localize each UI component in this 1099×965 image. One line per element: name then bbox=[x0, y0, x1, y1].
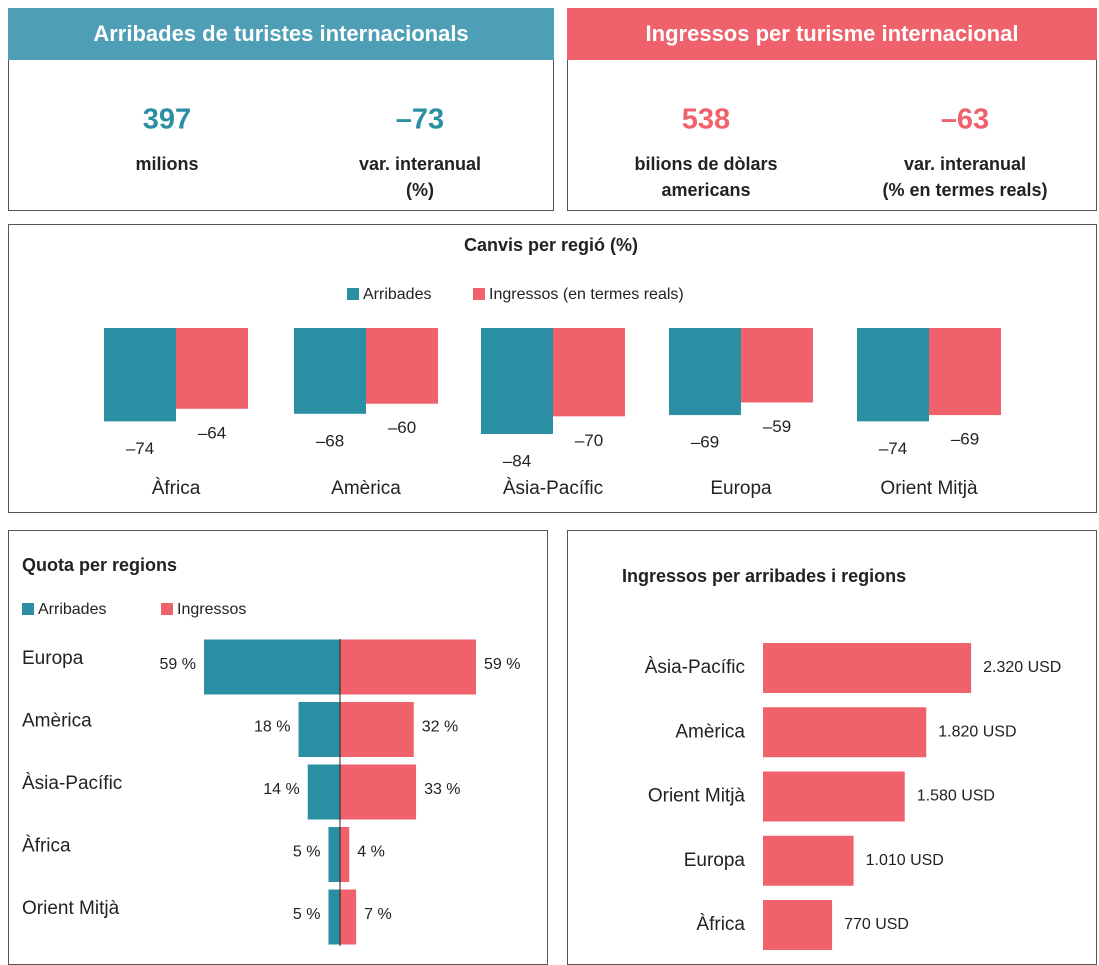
bar bbox=[669, 328, 741, 416]
legend-label: Ingressos bbox=[177, 601, 246, 618]
value-label: 2.320 USD bbox=[983, 659, 1061, 676]
kpi-label: (%) bbox=[406, 180, 434, 200]
category-label: Europa bbox=[22, 648, 84, 669]
value-label: 4 % bbox=[357, 844, 385, 861]
legend-label: Arribades bbox=[38, 601, 106, 618]
bar bbox=[204, 639, 340, 695]
value-label: 14 % bbox=[263, 781, 299, 798]
kpi-value: –63 bbox=[941, 104, 989, 136]
category-label: Àsia-Pacífic bbox=[22, 773, 122, 794]
chart-title: Canvis per regió (%) bbox=[464, 235, 638, 255]
value-label: 770 USD bbox=[844, 916, 909, 933]
panel-title: Arribades de turistes internacionals bbox=[93, 21, 468, 46]
value-label: 1.010 USD bbox=[866, 852, 944, 869]
bar bbox=[328, 889, 340, 945]
bar bbox=[763, 835, 854, 886]
kpi-label: milions bbox=[135, 154, 198, 174]
bar bbox=[763, 707, 927, 758]
bar bbox=[104, 328, 176, 422]
value-label: –69 bbox=[691, 433, 719, 452]
value-label: –60 bbox=[388, 418, 416, 437]
category-label: Orient Mitjà bbox=[880, 478, 978, 499]
bar bbox=[929, 328, 1001, 416]
legend-label: Arribades bbox=[363, 286, 431, 303]
chart-title: Quota per regions bbox=[22, 555, 177, 575]
legend-label: Ingressos (en termes reals) bbox=[489, 286, 684, 303]
legend-swatch bbox=[347, 288, 359, 300]
value-label: –74 bbox=[879, 439, 907, 458]
value-label: 5 % bbox=[293, 844, 321, 861]
bar bbox=[328, 827, 340, 882]
value-label: –59 bbox=[763, 417, 791, 436]
value-label: 32 % bbox=[422, 719, 458, 736]
bar bbox=[741, 328, 813, 403]
kpi-value: 397 bbox=[143, 104, 191, 136]
kpi-label: var. interanual bbox=[904, 154, 1026, 174]
legend-swatch bbox=[161, 603, 173, 615]
category-label: Àfrica bbox=[152, 478, 201, 499]
bar bbox=[481, 328, 553, 435]
bar bbox=[366, 328, 438, 404]
bar bbox=[298, 702, 340, 757]
category-label: Àfrica bbox=[22, 836, 71, 857]
value-label: 5 % bbox=[293, 906, 321, 923]
category-label: Àfrica bbox=[696, 914, 745, 935]
value-label: –70 bbox=[575, 431, 603, 450]
category-label: Amèrica bbox=[22, 711, 92, 732]
value-label: 33 % bbox=[424, 781, 460, 798]
bar bbox=[176, 328, 248, 409]
category-label: Europa bbox=[684, 850, 746, 871]
panel-header bbox=[8, 8, 554, 60]
value-label: 18 % bbox=[254, 719, 290, 736]
bar bbox=[763, 643, 972, 693]
panel bbox=[8, 224, 1097, 513]
value-label: –69 bbox=[951, 430, 979, 449]
category-label: Amèrica bbox=[331, 478, 401, 499]
kpi-value: –73 bbox=[396, 104, 444, 136]
bar bbox=[340, 889, 357, 945]
bar bbox=[340, 827, 350, 882]
value-label: –68 bbox=[316, 431, 344, 450]
panel-header bbox=[567, 8, 1097, 60]
value-label: 59 % bbox=[160, 656, 196, 673]
value-label: 7 % bbox=[364, 906, 392, 923]
kpi-label: (% en termes reals) bbox=[882, 180, 1047, 200]
chart-title: Ingressos per arribades i regions bbox=[622, 566, 906, 586]
category-label: Àsia-Pacífic bbox=[503, 478, 603, 499]
bar bbox=[340, 702, 414, 757]
bar bbox=[294, 328, 366, 414]
category-label: Àsia-Pacífic bbox=[645, 657, 745, 678]
legend-swatch bbox=[473, 288, 485, 300]
bar bbox=[340, 764, 417, 820]
kpi-label: americans bbox=[661, 180, 750, 200]
value-label: –74 bbox=[126, 439, 154, 458]
bar bbox=[857, 328, 929, 422]
panel-title: Ingressos per turisme internacional bbox=[646, 21, 1019, 46]
value-label: –64 bbox=[198, 423, 226, 442]
kpi-label: var. interanual bbox=[359, 154, 481, 174]
bar bbox=[763, 771, 905, 822]
category-label: Europa bbox=[710, 478, 772, 499]
legend-swatch bbox=[22, 603, 34, 615]
value-label: 1.820 USD bbox=[938, 723, 1016, 740]
kpi-value: 538 bbox=[682, 104, 730, 136]
value-label: –84 bbox=[503, 451, 531, 470]
category-label: Amèrica bbox=[675, 721, 745, 742]
kpi-label: bilions de dòlars bbox=[634, 154, 777, 174]
value-label: 59 % bbox=[484, 656, 520, 673]
bar bbox=[340, 639, 476, 695]
category-label: Orient Mitjà bbox=[22, 898, 120, 919]
bar bbox=[307, 764, 340, 820]
value-label: 1.580 USD bbox=[917, 788, 995, 805]
category-label: Orient Mitjà bbox=[648, 786, 746, 807]
bar bbox=[763, 900, 833, 950]
bar bbox=[553, 328, 625, 417]
